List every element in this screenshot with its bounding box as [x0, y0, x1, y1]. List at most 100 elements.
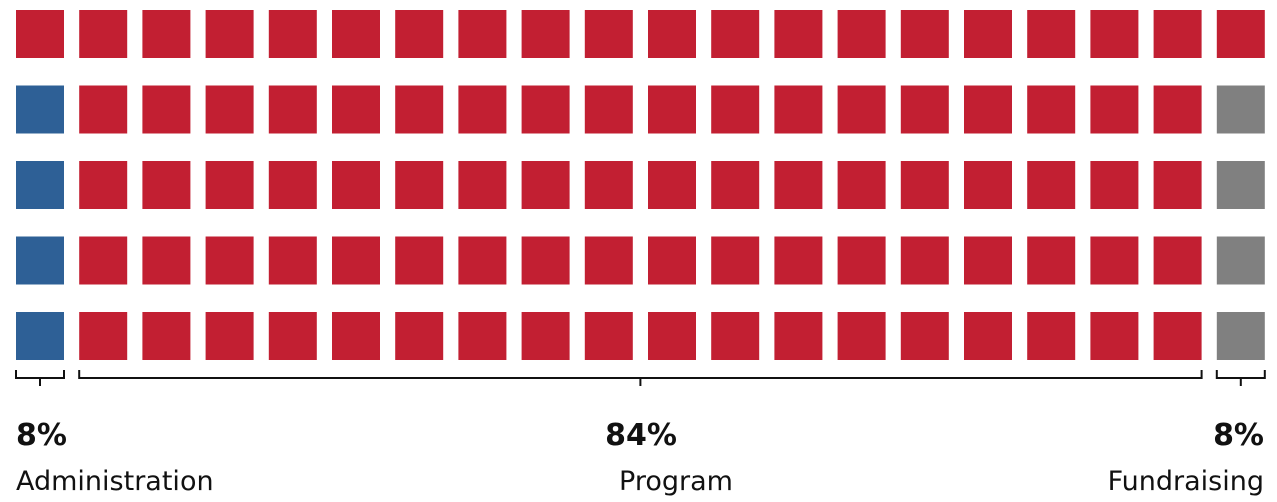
waffle-cell-program — [774, 236, 823, 285]
waffle-cell-program — [79, 85, 128, 134]
waffle-cell-program — [964, 85, 1012, 134]
segment-brackets — [15, 370, 1266, 386]
segment-labels: 8% Administration 84% Program 8% Fundrai… — [16, 418, 1264, 497]
waffle-cell-program — [521, 10, 570, 58]
waffle-cell-program — [900, 10, 949, 58]
waffle-cell-program — [648, 85, 696, 134]
program-percent-label: 84% — [605, 418, 677, 453]
waffle-cell-fundraising — [1216, 161, 1265, 209]
waffle-cell-program — [964, 312, 1012, 360]
waffle-cell-program — [711, 85, 760, 134]
waffle-cell-administration — [16, 236, 64, 285]
waffle-cell-program — [268, 85, 317, 134]
waffle-cell-program — [268, 312, 317, 360]
waffle-cell-program — [1090, 85, 1139, 134]
waffle-cell-program — [458, 85, 507, 134]
administration-category-label: Administration — [16, 466, 214, 497]
waffle-cell-program — [774, 85, 823, 134]
waffle-cell-program — [648, 312, 696, 360]
waffle-cell-program — [395, 236, 444, 285]
waffle-cell-program — [584, 312, 633, 360]
waffle-cell-program — [711, 161, 760, 209]
waffle-cell-program — [521, 85, 570, 134]
waffle-cell-program — [458, 312, 507, 360]
waffle-cell-program — [1090, 10, 1139, 58]
program-bracket — [78, 370, 1203, 386]
waffle-cell-program — [1027, 236, 1076, 285]
waffle-cell-program — [900, 161, 949, 209]
waffle-cell-program — [205, 85, 254, 134]
waffle-cell-program — [395, 312, 444, 360]
waffle-cell-program — [395, 161, 444, 209]
waffle-cell-program — [584, 161, 633, 209]
waffle-cell-program — [1027, 10, 1076, 58]
administration-percent-label: 8% — [16, 418, 67, 453]
waffle-cell-program — [900, 312, 949, 360]
waffle-cell-program — [205, 10, 254, 58]
waffle-cell-program — [142, 85, 191, 134]
waffle-cell-program — [837, 10, 886, 58]
waffle-cell-program — [1027, 85, 1076, 134]
waffle-cell-program — [332, 161, 380, 209]
waffle-cell-fundraising — [1216, 312, 1265, 360]
waffle-cell-administration — [16, 312, 64, 360]
waffle-cell-program — [900, 85, 949, 134]
waffle-cell-program — [584, 10, 633, 58]
waffle-cell-program — [79, 161, 128, 209]
waffle-cell-program — [458, 161, 507, 209]
waffle-cell-program — [648, 236, 696, 285]
waffle-cell-program — [332, 236, 380, 285]
waffle-cell-program — [1153, 161, 1202, 209]
fundraising-category-label: Fundraising — [1108, 466, 1264, 497]
waffle-cell-program — [1027, 312, 1076, 360]
waffle-cell-program — [205, 236, 254, 285]
waffle-cell-administration — [16, 161, 64, 209]
waffle-cell-fundraising — [1216, 85, 1265, 134]
waffle-cell-program — [521, 236, 570, 285]
waffle-cell-program — [774, 10, 823, 58]
waffle-cell-program — [584, 85, 633, 134]
waffle-cell-program — [837, 236, 886, 285]
waffle-cell-program — [79, 10, 128, 58]
waffle-cell-fundraising — [1216, 236, 1265, 285]
waffle-cell-program — [1090, 312, 1139, 360]
waffle-cell-program — [79, 236, 128, 285]
waffle-cells — [16, 10, 1265, 360]
waffle-cell-program — [964, 236, 1012, 285]
waffle-cell-program — [142, 312, 191, 360]
waffle-cell-program — [521, 161, 570, 209]
waffle-cell-program — [268, 10, 317, 58]
waffle-cell-program — [964, 10, 1012, 58]
waffle-cell-program — [142, 161, 191, 209]
waffle-cell-program — [648, 161, 696, 209]
waffle-cell-program — [142, 10, 191, 58]
waffle-cell-program — [458, 10, 507, 58]
waffle-cell-program — [268, 236, 317, 285]
waffle-cell-program — [1153, 312, 1202, 360]
waffle-cell-program — [648, 10, 696, 58]
waffle-cell-program — [711, 236, 760, 285]
waffle-cell-program — [1027, 161, 1076, 209]
waffle-cell-program — [332, 85, 380, 134]
waffle-cell-program — [521, 312, 570, 360]
waffle-cell-program — [837, 312, 886, 360]
waffle-cell-program — [142, 236, 191, 285]
waffle-cell-program — [1153, 236, 1202, 285]
waffle-cell-program — [837, 85, 886, 134]
waffle-cell-program — [837, 161, 886, 209]
administration-bracket — [15, 370, 65, 386]
waffle-cell-program — [711, 10, 760, 58]
fundraising-bracket — [1215, 370, 1266, 386]
waffle-cell-program — [1153, 10, 1202, 58]
waffle-cell-program — [774, 312, 823, 360]
waffle-cell-program — [1216, 10, 1265, 58]
fundraising-percent-label: 8% — [1213, 418, 1264, 453]
waffle-cell-program — [774, 161, 823, 209]
waffle-cell-program — [268, 161, 317, 209]
waffle-cell-program — [584, 236, 633, 285]
waffle-cell-program — [79, 312, 128, 360]
waffle-cell-program — [395, 10, 444, 58]
waffle-cell-administration — [16, 85, 64, 134]
waffle-cell-program — [458, 236, 507, 285]
